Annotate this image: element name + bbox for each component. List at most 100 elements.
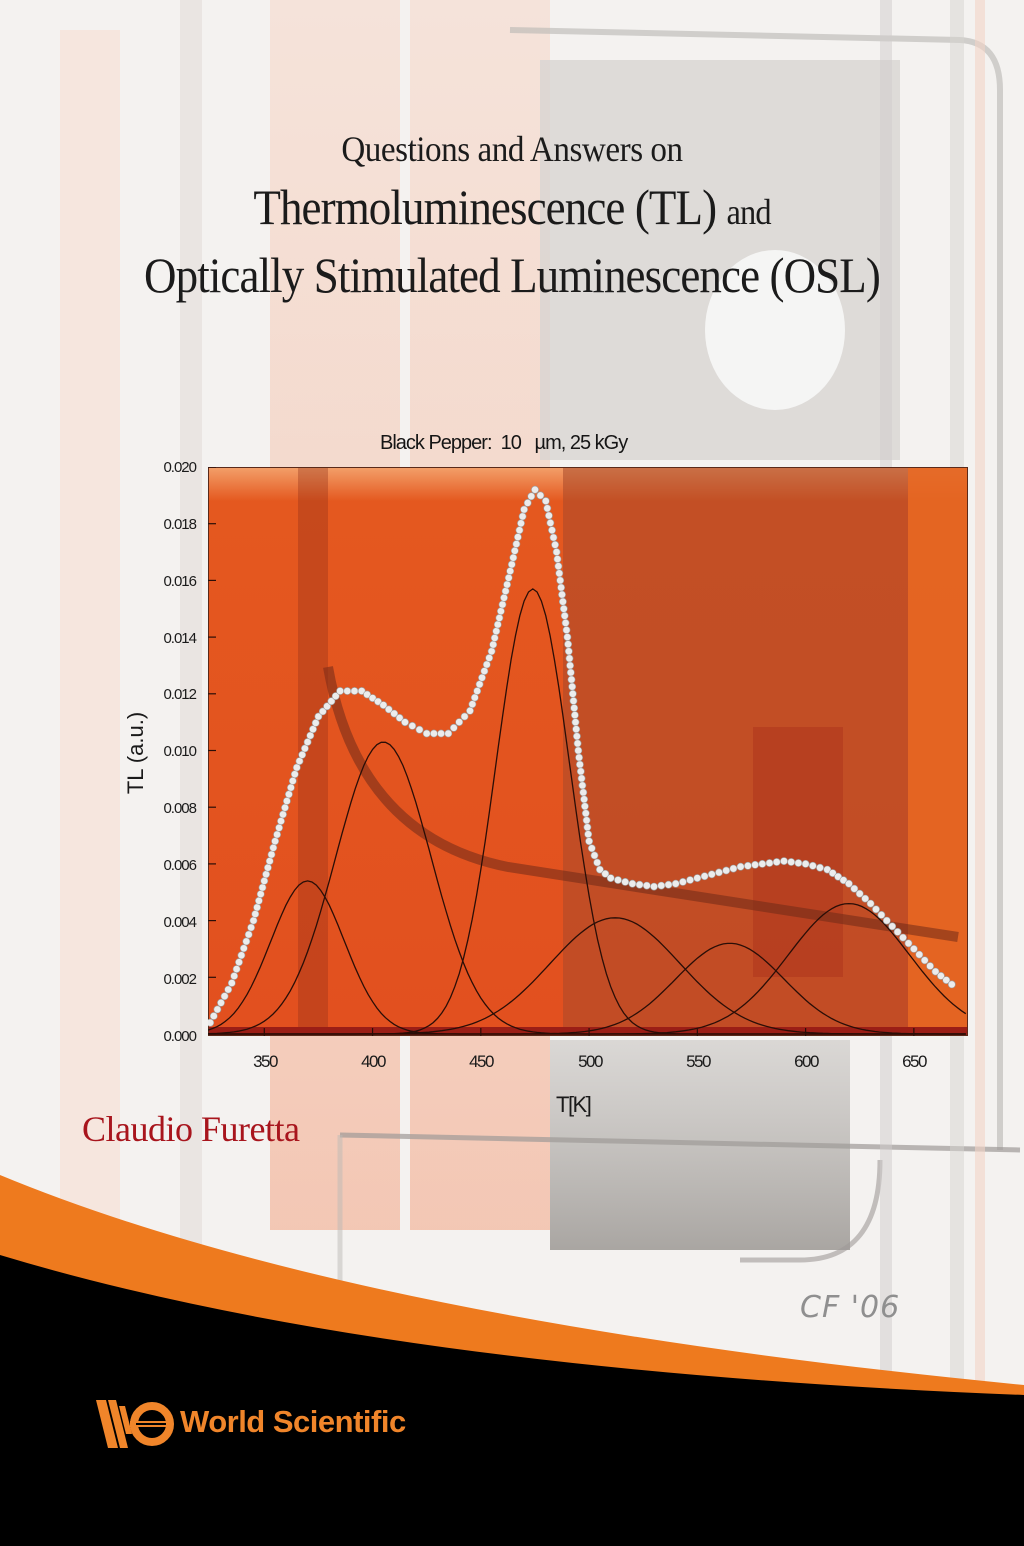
- data-point: [480, 667, 489, 675]
- data-point: [492, 627, 501, 636]
- data-point: [209, 1012, 218, 1020]
- data-point: [834, 872, 842, 881]
- data-point: [601, 869, 610, 878]
- data-point: [327, 697, 336, 706]
- data-point: [503, 580, 511, 589]
- data-point: [277, 817, 285, 825]
- data-point: [566, 668, 575, 677]
- data-point: [379, 701, 388, 709]
- y-tick-label: 0.002: [163, 971, 197, 988]
- data-point: [368, 694, 377, 702]
- data-point: [273, 830, 281, 839]
- data-point: [557, 583, 565, 592]
- data-point: [772, 858, 781, 866]
- data-point: [888, 922, 897, 931]
- data-point: [580, 795, 588, 804]
- data-point: [520, 505, 528, 514]
- data-point: [523, 499, 532, 507]
- y-axis-label: TL (a.u.): [123, 711, 148, 795]
- x-axis-label: T[K]: [556, 1092, 592, 1117]
- data-point: [568, 682, 577, 691]
- data-point: [850, 884, 859, 893]
- data-point: [290, 770, 299, 779]
- x-tick-label: 550: [686, 1052, 711, 1071]
- data-point: [585, 837, 593, 846]
- data-point: [866, 899, 875, 908]
- data-point: [931, 967, 940, 976]
- data-point: [217, 998, 225, 1007]
- data-point: [260, 876, 269, 885]
- data-point: [208, 1018, 215, 1027]
- data-point: [595, 865, 604, 874]
- data-point: [482, 660, 491, 669]
- data-point: [390, 709, 399, 718]
- data-point: [926, 962, 934, 970]
- x-tick-label: 600: [794, 1052, 819, 1071]
- x-tick-label: 500: [578, 1052, 603, 1071]
- data-point: [227, 979, 236, 987]
- data-point: [336, 687, 344, 695]
- data-point: [579, 788, 588, 797]
- data-point: [543, 504, 552, 513]
- data-point: [460, 712, 469, 721]
- data-point: [258, 883, 267, 892]
- data-point: [558, 597, 567, 606]
- data-point: [251, 910, 260, 918]
- data-point: [444, 729, 453, 738]
- y-tick-label: 0.016: [163, 573, 197, 590]
- data-point: [590, 851, 599, 860]
- y-tick-label: 0.018: [163, 516, 197, 533]
- data-point: [722, 866, 731, 875]
- data-point: [506, 567, 515, 575]
- data-point: [915, 950, 924, 959]
- data-point: [285, 790, 293, 799]
- data-point: [942, 976, 951, 984]
- data-point: [582, 816, 591, 825]
- data-point: [715, 868, 723, 877]
- data-point: [581, 809, 590, 818]
- data-point: [567, 675, 576, 684]
- data-point: [564, 647, 573, 656]
- data-point: [496, 607, 505, 616]
- title-line-2-suffix: and: [726, 192, 772, 232]
- data-point: [558, 590, 566, 599]
- data-point: [541, 497, 550, 505]
- y-tick-label: 0.000: [163, 1028, 197, 1045]
- data-point: [899, 933, 907, 942]
- y-tick-label: 0.014: [163, 630, 197, 647]
- data-point: [504, 573, 513, 582]
- data-point: [253, 903, 261, 912]
- data-point: [562, 626, 571, 634]
- y-tick-label: 0.004: [163, 914, 197, 931]
- data-point: [584, 830, 593, 839]
- data-point: [578, 781, 587, 790]
- publisher-name: World Scientific: [180, 1404, 406, 1439]
- data-point: [466, 706, 474, 715]
- y-tick-label: 0.008: [163, 800, 197, 817]
- data-point: [570, 704, 579, 712]
- data-point: [275, 823, 283, 832]
- data-point: [678, 877, 687, 886]
- data-point: [449, 723, 458, 732]
- y-tick-label: 0.006: [163, 857, 197, 874]
- x-tick-label: 450: [469, 1052, 494, 1071]
- data-point: [279, 810, 287, 819]
- data-point: [232, 965, 241, 973]
- title-line-1: Questions and Answers on: [341, 129, 683, 169]
- data-point: [570, 711, 579, 719]
- data-point: [271, 837, 279, 846]
- data-point: [343, 687, 352, 695]
- title-line-2: Thermoluminescence (TL) and: [51, 178, 973, 236]
- data-point: [650, 882, 658, 891]
- data-point: [224, 985, 233, 994]
- data-point: [239, 944, 248, 953]
- data-point: [729, 864, 738, 873]
- data-point: [357, 687, 366, 695]
- data-point: [736, 862, 745, 871]
- data-point: [554, 562, 563, 571]
- data-point: [606, 874, 615, 882]
- data-point: [475, 680, 484, 689]
- data-point: [580, 802, 589, 811]
- data-point: [230, 972, 239, 980]
